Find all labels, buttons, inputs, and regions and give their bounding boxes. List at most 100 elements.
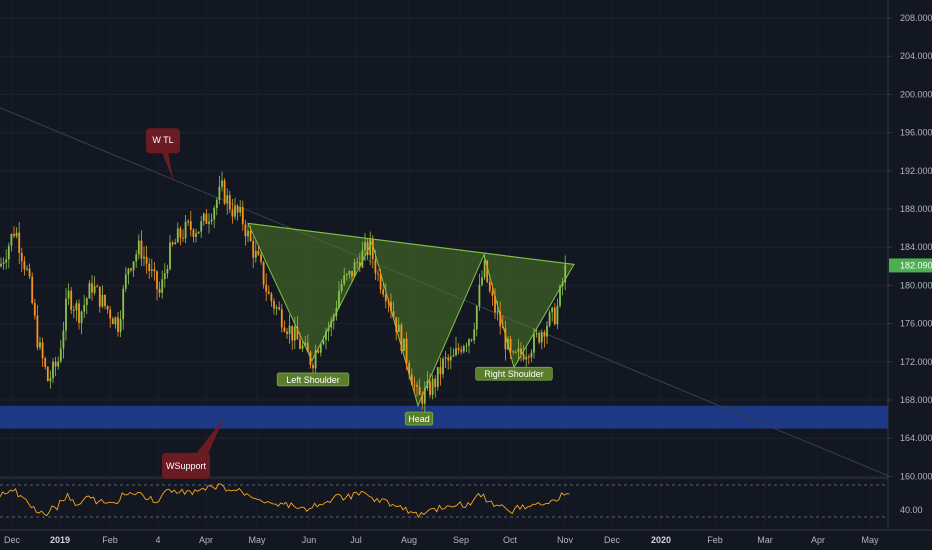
candle-body — [195, 233, 197, 237]
candle-body — [59, 348, 62, 362]
candle-body — [436, 367, 439, 388]
candle-body — [283, 327, 286, 332]
candle-body — [197, 231, 200, 234]
candle-body — [80, 311, 83, 323]
candle-body — [91, 283, 93, 293]
candle-body — [239, 207, 242, 213]
candle-body — [421, 394, 424, 404]
candle-body — [75, 303, 78, 311]
candle-body — [52, 361, 54, 379]
candle-body — [124, 274, 127, 289]
candle-body — [236, 205, 239, 213]
candle-body — [275, 307, 278, 309]
candle-body — [228, 195, 231, 210]
candle-body — [200, 221, 203, 232]
candle-body — [215, 199, 218, 209]
candle-body — [26, 268, 28, 270]
candle-body — [374, 259, 377, 274]
candle-body — [444, 357, 447, 359]
candle-body — [379, 273, 382, 290]
time-tick-label: Jun — [302, 535, 317, 545]
time-tick-label: Dec — [4, 535, 21, 545]
candle-body — [330, 320, 333, 328]
candle-body — [72, 310, 75, 312]
candle-body — [447, 357, 450, 361]
candle-body — [119, 319, 122, 332]
candle-body — [36, 315, 39, 348]
candle-body — [525, 356, 528, 360]
candle-body — [413, 384, 416, 386]
time-tick-label: Jul — [350, 535, 362, 545]
candle-body — [101, 295, 104, 307]
candle-body — [460, 349, 463, 352]
time-tick-label: 2019 — [50, 535, 70, 545]
candle-body — [280, 309, 283, 328]
price-axis[interactable]: 208.000 204.000 200.000 196.000 192.000 188.0… — [887, 0, 932, 550]
candle-body — [358, 262, 361, 268]
rsi-axis-label: 40.00 — [900, 505, 923, 515]
candle-body — [169, 242, 171, 270]
candle-body — [507, 338, 509, 350]
candle-body — [62, 330, 65, 349]
candle-body — [273, 301, 275, 309]
candle-body — [176, 228, 179, 243]
candle-body — [553, 307, 556, 325]
candle-body — [410, 374, 413, 385]
candle-body — [483, 260, 486, 278]
candle-body — [332, 315, 335, 321]
candle-body — [208, 221, 210, 224]
candle-body — [304, 342, 307, 346]
candle-body — [44, 358, 47, 367]
price-tick-label: 196.000 — [900, 128, 932, 138]
candle-body — [111, 318, 114, 325]
candle-body — [158, 289, 161, 293]
candle-body — [301, 345, 304, 349]
candle-body — [20, 252, 23, 262]
candle-body — [400, 324, 403, 351]
candle-body — [353, 262, 356, 277]
callout-box — [162, 452, 210, 479]
candle-body — [338, 291, 340, 308]
candle-body — [517, 348, 520, 352]
candle-body — [7, 245, 10, 260]
candle-body — [109, 309, 112, 319]
candle-body — [28, 268, 31, 277]
candle-body — [54, 361, 57, 367]
candle-body — [33, 302, 36, 316]
candle-body — [314, 350, 317, 369]
candle-body — [13, 233, 15, 237]
candle-body — [41, 342, 44, 359]
candle-body — [494, 295, 496, 313]
candle-body — [286, 331, 288, 334]
candle-body — [345, 274, 348, 276]
time-tick-label: Sep — [453, 535, 469, 545]
candle-body — [382, 289, 385, 295]
callouts: W TL WSupport — [146, 128, 224, 479]
candle-body — [83, 304, 86, 312]
candle-body — [189, 221, 192, 230]
candle-body — [288, 325, 291, 334]
price-tick-label: 208.000 — [900, 13, 932, 23]
candle-body — [319, 344, 322, 353]
last-price-label: 182.090 — [900, 260, 932, 270]
candle-body — [491, 291, 494, 296]
candle-body — [293, 326, 296, 341]
label-box — [276, 372, 350, 387]
candle-body — [254, 250, 257, 258]
candle-body — [390, 301, 392, 312]
time-axis[interactable]: Dec 2019 Feb 4 Apr May Jun Jul Aug Sep Oct Nov Dec 20… — [0, 529, 932, 545]
candle-body — [2, 262, 5, 264]
candle-body — [5, 259, 8, 263]
rsi-line — [0, 483, 570, 519]
candle-body — [130, 268, 132, 271]
price-tick-label: 164.000 — [900, 433, 932, 443]
candle-body — [468, 339, 470, 346]
candle-body — [187, 221, 190, 223]
candle-body — [247, 230, 249, 237]
candle-body — [15, 232, 18, 237]
candle-body — [213, 208, 216, 220]
candle-body — [145, 256, 148, 264]
candle-body — [496, 311, 499, 313]
label-box — [404, 411, 434, 426]
